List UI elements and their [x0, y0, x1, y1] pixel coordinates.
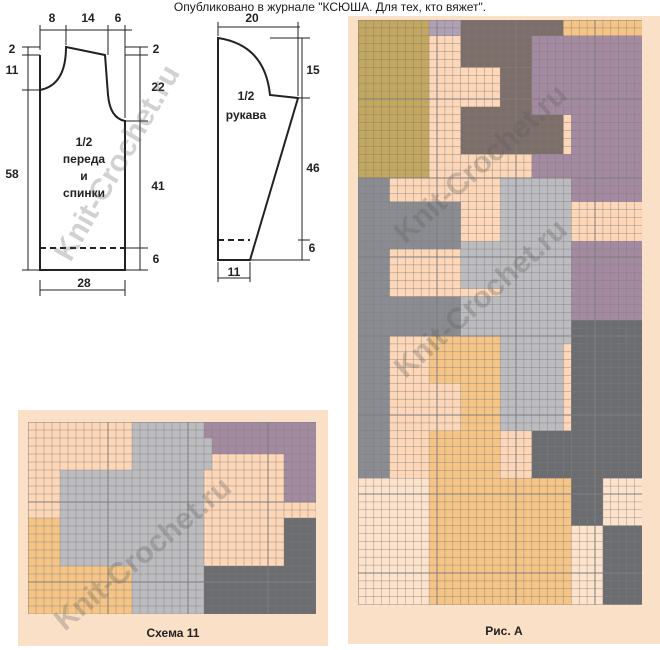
dim-left-1: 2: [9, 42, 16, 56]
figA-caption: Рис. А: [485, 624, 523, 638]
dim-top-2: 14: [81, 11, 95, 25]
sleeve-dim-bottom: 11: [228, 265, 241, 279]
figA-grid: [358, 20, 642, 605]
sleeve-dim-top: 20: [245, 11, 259, 25]
sleeve-label-2: рукава: [226, 108, 267, 122]
sleeve-dim-right-1: 15: [306, 63, 320, 77]
dim-top-1: 8: [49, 11, 56, 25]
dim-right-1: 2: [153, 42, 160, 56]
body-outline: [39, 45, 126, 271]
dim-right-4: 6: [153, 252, 160, 266]
dim-left-2: 11: [6, 63, 19, 77]
body-label-4: спинки: [63, 186, 105, 200]
publication-header: Опубликовано в журнале "КСЮША. Для тех, …: [173, 0, 487, 14]
schematics-svg: 8 14 6 2 11 58 2 22 41 6 28 1/2 переда и…: [5, 11, 320, 296]
sleeve-dim-right-3: 6: [309, 241, 316, 255]
dim-top-3: 6: [115, 11, 122, 25]
dim-right-3: 41: [151, 179, 165, 193]
dim-left-3: 58: [5, 167, 19, 181]
scheme11-caption: Схема 11: [146, 626, 200, 640]
scheme11-grid: [28, 422, 316, 614]
body-label-1: 1/2: [76, 135, 93, 149]
garment-schematics: 8 14 6 2 11 58 2 22 41 6 28 1/2 переда и…: [0, 0, 340, 300]
dim-right-2: 22: [151, 80, 165, 94]
body-label-2: переда: [63, 152, 106, 166]
body-label-3: и: [80, 169, 87, 183]
sleeve-outline: [217, 36, 300, 261]
dim-bottom: 28: [77, 276, 91, 290]
sleeve-label-1: 1/2: [238, 89, 255, 103]
sleeve-dim-right-2: 46: [306, 161, 320, 175]
figA-color-block: [389, 296, 461, 336]
